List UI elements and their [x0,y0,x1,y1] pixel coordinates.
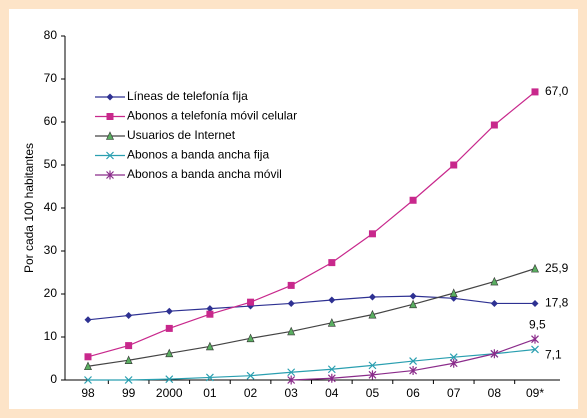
legend-label: Usuarios de Internet [127,128,236,142]
data-point [287,299,295,307]
x-tick-label: 2000 [156,386,183,400]
data-point [450,161,458,169]
data-point [84,353,92,361]
legend-label: Abonos a telefonía móvil celular [127,109,297,123]
data-point [531,263,539,273]
data-point [125,342,133,350]
data-point [328,259,336,267]
data-point [205,373,214,382]
series-line [87,91,536,358]
data-point [409,196,417,204]
data-point [368,370,377,380]
data-point [409,292,417,300]
x-tick-label: 09* [526,386,544,400]
data-point [246,333,255,343]
data-point [165,324,173,332]
y-tick-label: 20 [44,286,58,300]
legend-marker [106,131,114,140]
x-tick-label: 04 [325,386,339,400]
data-point [206,305,214,313]
data-point [490,276,499,286]
x-tick-label: 05 [366,386,380,400]
data-point [287,368,296,377]
x-tick-label: 99 [122,386,136,400]
value-label: 7,1 [545,348,562,362]
value-label: 67,0 [545,84,569,98]
y-tick-label: 60 [44,114,58,128]
data-point [165,307,173,315]
data-point [328,296,336,304]
value-label: 17,8 [545,296,569,310]
x-tick-label: 06 [406,386,420,400]
y-axis-label: Por cada 100 habitantes [22,143,36,273]
data-point [84,316,92,324]
data-point [125,312,133,319]
value-label: 9,5 [529,317,546,331]
x-tick-label: 08 [488,386,502,400]
y-tick-label: 40 [44,200,58,214]
data-point [368,309,377,319]
value-label: 25,9 [545,261,569,275]
data-point [206,310,214,318]
data-point [490,121,498,129]
data-point [124,376,133,384]
y-tick-label: 30 [44,243,58,257]
x-tick-label: 98 [81,386,95,400]
data-point [84,376,92,384]
data-point [409,357,418,366]
data-point [124,355,133,365]
y-tick-label: 0 [50,372,57,386]
y-tick-label: 70 [44,71,58,85]
legend-label: Abonos a banda ancha móvil [127,167,282,181]
data-point [287,281,295,289]
series-line [87,268,536,367]
data-point [409,299,418,309]
data-point [368,230,376,238]
data-point [531,345,539,354]
data-point [247,298,255,306]
data-point [165,348,174,358]
y-tick-label: 10 [44,329,58,343]
data-point [368,361,377,370]
x-tick-label: 07 [447,386,461,400]
data-point [287,326,296,336]
data-point [449,353,458,362]
data-point [531,299,539,307]
legend-marker [106,113,114,120]
data-point [327,373,336,383]
data-point [287,375,296,385]
panel [9,9,578,409]
data-point [531,88,539,96]
legend-marker [106,93,114,101]
legend-marker [106,170,114,180]
data-point [531,334,539,344]
x-tick-label: 03 [285,386,299,400]
legend-marker [106,151,114,160]
data-point [490,299,498,307]
x-tick-label: 02 [244,386,258,400]
legend-label: Líneas de telefonía fija [127,89,248,103]
series-line [88,348,536,381]
data-point [449,288,458,297]
x-tick-label: 01 [203,386,217,400]
data-point [205,341,214,351]
data-point [490,349,499,359]
series-line [87,295,535,321]
data-point [327,318,336,327]
data-point [449,358,458,368]
y-tick-label: 50 [44,157,58,171]
legend-label: Abonos a banda ancha fija [127,148,269,162]
data-point [327,365,336,374]
data-point [84,361,92,371]
data-point [246,371,255,380]
data-point [409,366,418,376]
data-point [165,375,174,384]
y-tick-label: 80 [44,28,58,42]
data-point [368,293,376,301]
